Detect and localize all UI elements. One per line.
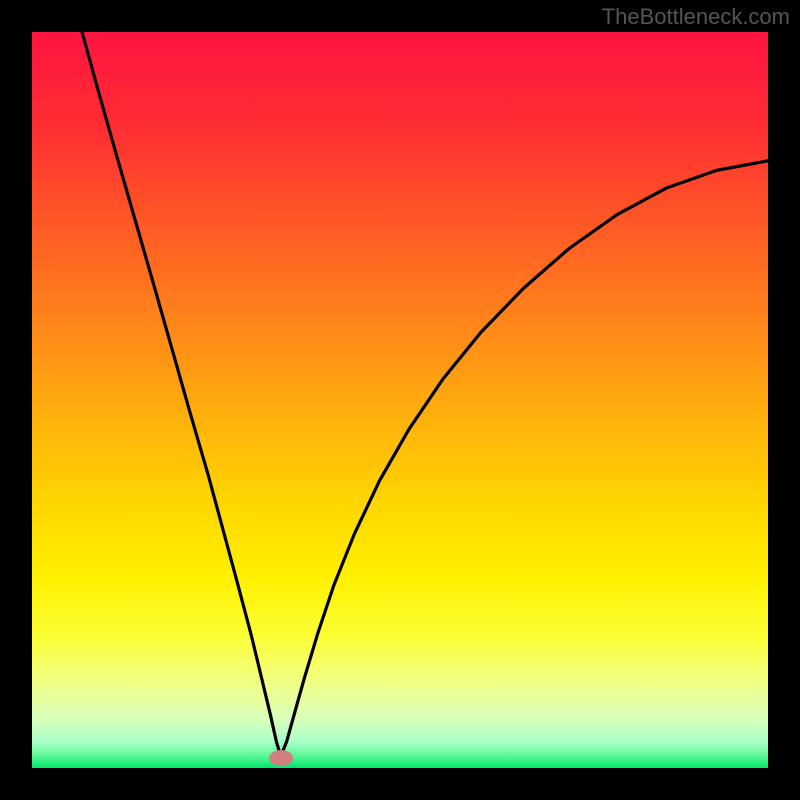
bottleneck-curve: [32, 32, 768, 768]
watermark-text: TheBottleneck.com: [602, 4, 790, 30]
plot-area: [32, 32, 768, 768]
chart-container: TheBottleneck.com: [0, 0, 800, 800]
optimal-point-marker: [269, 750, 293, 766]
